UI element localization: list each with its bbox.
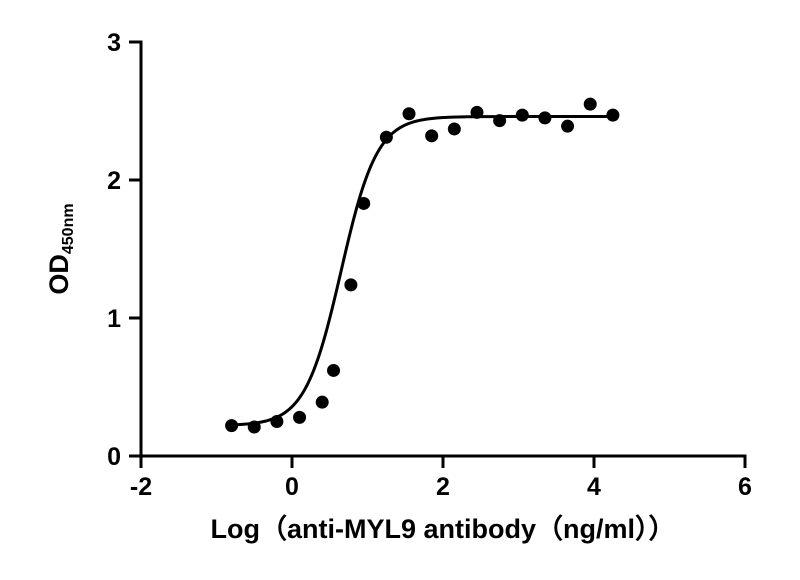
data-point	[344, 278, 357, 291]
data-point	[403, 107, 416, 120]
x-tick-label: 6	[738, 473, 752, 501]
data-point	[293, 411, 306, 424]
x-tick-label: 4	[587, 473, 601, 501]
data-point	[357, 197, 370, 210]
y-tick-label: 3	[107, 29, 121, 57]
x-tick-label: -2	[130, 473, 152, 501]
chart-container: -2 0 2 4 6 0 1 2 3 Log（anti-MYL9 antibody（ng/ml））…	[0, 0, 800, 580]
data-point	[327, 364, 340, 377]
data-point	[606, 109, 619, 122]
y-tick-label: 2	[107, 167, 121, 195]
data-point	[316, 396, 329, 409]
x-tick-label: 0	[285, 473, 299, 501]
data-point	[493, 114, 506, 127]
x-axis-label: Log（anti-MYL9 antibody（ng/ml））	[211, 514, 676, 544]
y-tick-label: 1	[107, 305, 121, 333]
data-point	[584, 98, 597, 111]
data-point	[516, 109, 529, 122]
dose-response-chart: -2 0 2 4 6 0 1 2 3 Log（anti-MYL9 antibody（ng/ml））…	[0, 0, 800, 580]
data-point	[448, 122, 461, 135]
y-tick-label: 0	[107, 443, 121, 471]
data-point	[470, 106, 483, 119]
data-point	[561, 120, 574, 133]
data-point	[380, 131, 393, 144]
data-point	[270, 415, 283, 428]
x-tick-label: 2	[436, 473, 450, 501]
data-point	[225, 419, 238, 432]
data-point	[248, 421, 261, 434]
data-point	[538, 111, 551, 124]
data-point	[425, 129, 438, 142]
